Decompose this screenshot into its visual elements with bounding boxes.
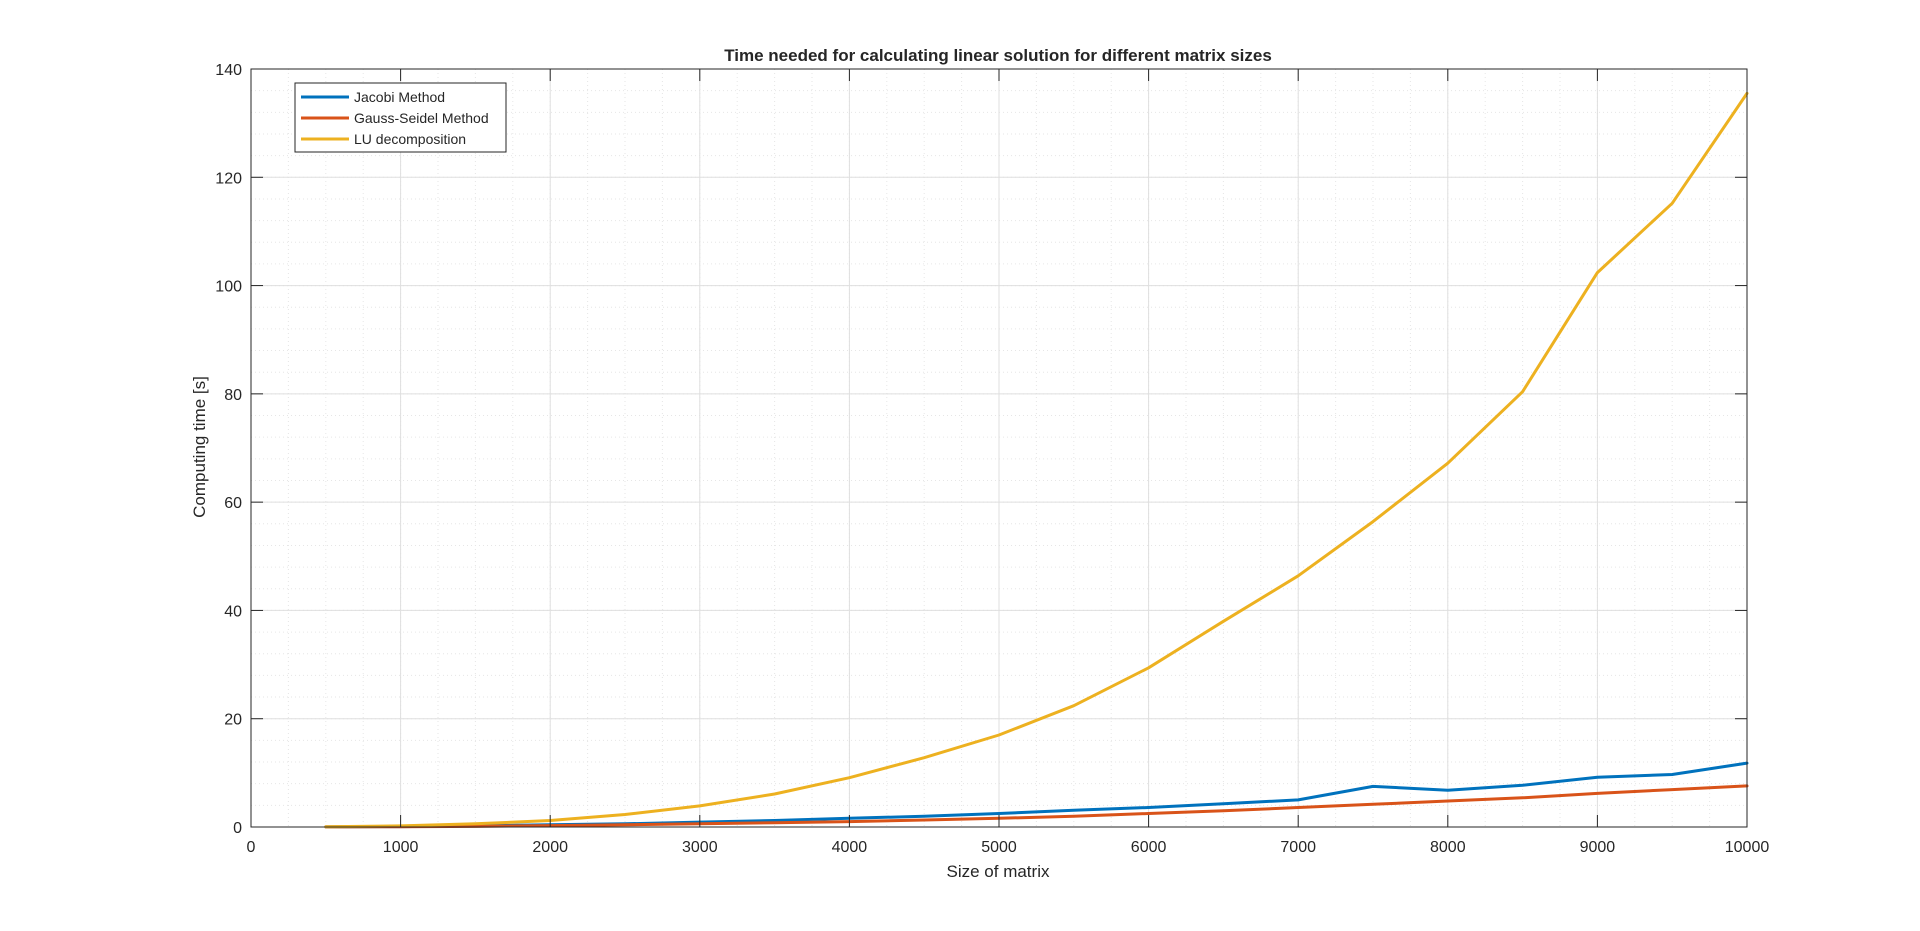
x-tick-label: 8000 <box>1430 839 1466 856</box>
x-tick-label: 4000 <box>832 839 868 856</box>
x-tick-label: 3000 <box>682 839 718 856</box>
y-tick-label: 20 <box>224 712 242 729</box>
legend: Jacobi Method Gauss-Seidel Method LU decom… <box>294 82 507 153</box>
axes-layer <box>250 68 1748 828</box>
legend-label-2: Gauss-Seidel Method <box>354 110 489 126</box>
x-tick-label: 6000 <box>1131 839 1167 856</box>
series-line-2 <box>324 784 1749 829</box>
x-tick-label: 9000 <box>1580 839 1616 856</box>
y-tick-labels: 0 20 40 60 80 100 120 140 <box>215 62 242 837</box>
x-tick-label: 5000 <box>981 839 1017 856</box>
x-tick-label: 1000 <box>383 839 419 856</box>
series-line-3 <box>324 91 1749 829</box>
series-layer <box>324 91 1749 829</box>
y-tick-label: 140 <box>215 62 242 79</box>
y-tick-label: 100 <box>215 279 242 296</box>
y-tick-label: 40 <box>224 603 242 620</box>
y-tick-label: 0 <box>233 820 242 837</box>
x-tick-label: 0 <box>247 839 256 856</box>
x-tick-label: 2000 <box>532 839 568 856</box>
x-tick-label: 10000 <box>1725 839 1770 856</box>
y-tick-label: 60 <box>224 495 242 512</box>
x-tick-label: 7000 <box>1280 839 1316 856</box>
chart-title: Time needed for calculating linear solut… <box>724 46 1272 65</box>
y-tick-label: 120 <box>215 170 242 187</box>
y-tick-label: 80 <box>224 387 242 404</box>
legend-label-3: LU decomposition <box>354 131 466 147</box>
x-tick-labels: 0 1000 2000 3000 4000 5000 6000 7000 8000 9000 100… <box>247 839 1770 856</box>
x-axis-label: Size of matrix <box>947 862 1050 881</box>
legend-label-1: Jacobi Method <box>354 89 445 105</box>
y-axis-label: Computing time [s] <box>190 376 209 518</box>
